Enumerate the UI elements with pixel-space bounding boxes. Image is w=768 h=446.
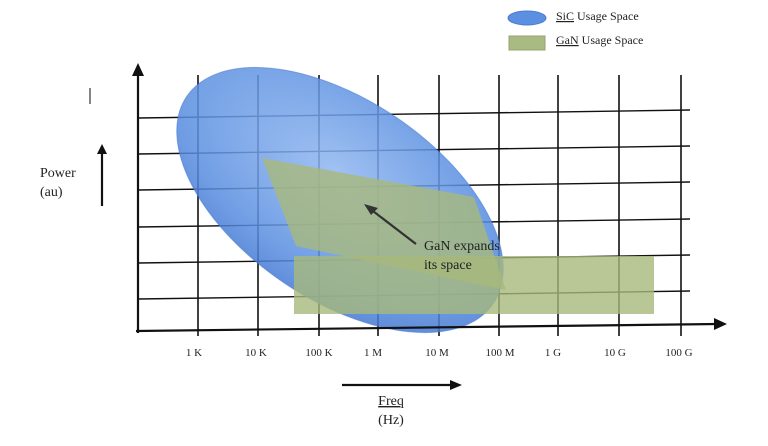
legend-label-gan-rest: Usage Space (579, 33, 644, 47)
y-axis-arrowhead (132, 63, 144, 76)
tick-label-100m: 100 M (485, 347, 514, 359)
legend-label-sic-rest: Usage Space (574, 9, 639, 23)
x-axis-title-line2: (Hz) (378, 413, 404, 428)
legend-label-gan-prefix: GaN (556, 33, 579, 47)
tick-label-1g: 1 G (545, 347, 561, 359)
y-axis-title-line2: (au) (40, 185, 63, 200)
legend-label-sic-prefix: SiC (556, 9, 574, 23)
legend: SiC Usage Space GaN Usage Space (507, 9, 643, 51)
y-axis-title-line1: Power (40, 166, 76, 181)
gan-expanded-region (262, 158, 506, 290)
tick-label-1m: 1 M (364, 347, 382, 359)
legend-swatch-sic (507, 10, 547, 26)
power-arrow-head (97, 144, 107, 154)
axes (132, 63, 727, 333)
tick-label-1k: 1 K (186, 347, 202, 359)
svg-text:Freq: Freq (378, 394, 404, 409)
tick-label-10g: 10 G (604, 347, 626, 359)
x-axis-arrowhead (714, 318, 727, 330)
x-axis-title-line1: Freq (378, 394, 404, 409)
expansion-arrow-head (364, 204, 378, 215)
svg-text:GaN Usage Space: GaN Usage Space (556, 33, 643, 47)
legend-item-sic: SiC Usage Space (507, 9, 639, 26)
legend-item-gan: GaN Usage Space (508, 33, 643, 51)
tick-label-10k: 10 K (245, 347, 267, 359)
svg-text:SiC Usage Space: SiC Usage Space (556, 9, 639, 23)
legend-swatch-gan (508, 35, 546, 51)
tick-label-10m: 10 M (425, 347, 449, 359)
tick-label-100g: 100 G (665, 347, 692, 359)
tick-label-100k: 100 K (305, 347, 332, 359)
freq-arrow-head (450, 380, 462, 390)
annotation-line2: its space (424, 258, 472, 273)
x-axis-line (135, 322, 719, 333)
expansion-arrow (368, 207, 417, 245)
x-tick-labels: 1 K 10 K 100 K 1 M 10 M 100 M 1 G 10 G 1… (186, 347, 693, 359)
annotation-line1: GaN expands (424, 239, 500, 254)
